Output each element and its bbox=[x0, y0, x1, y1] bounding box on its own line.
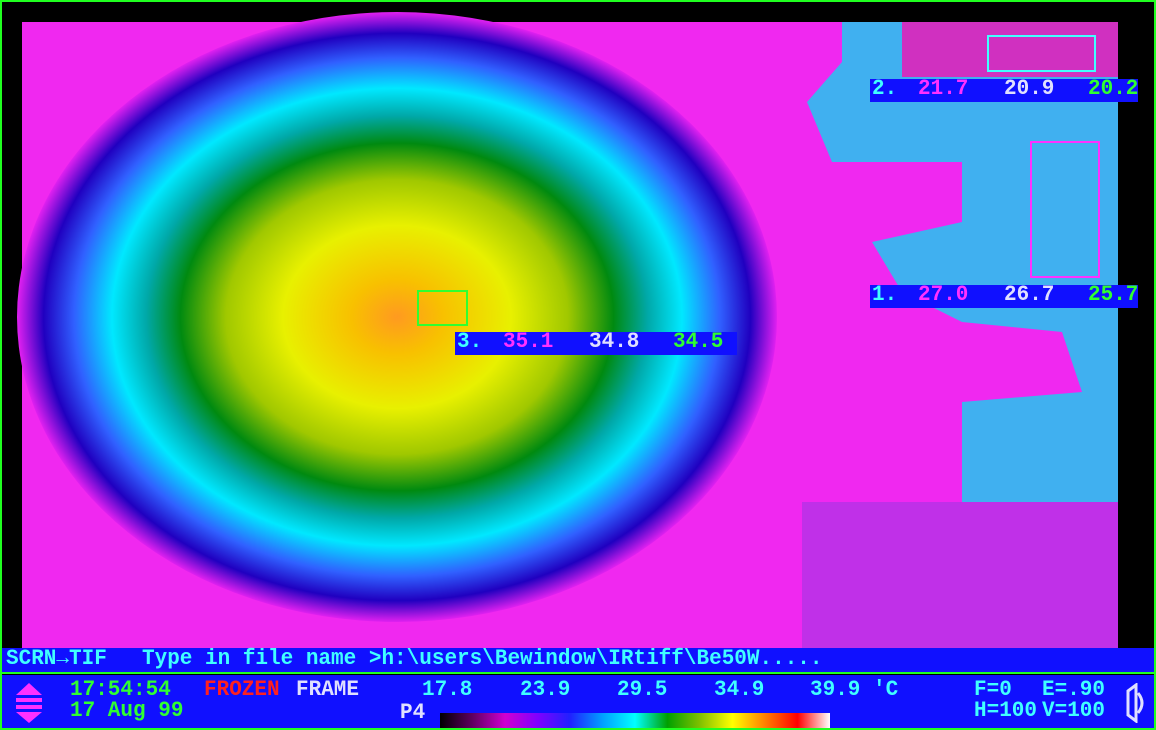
spot-label: 2. bbox=[872, 78, 897, 101]
spot-label: 1. bbox=[872, 284, 897, 307]
icon bbox=[1124, 683, 1148, 723]
status-bar: 17:54:54 17 Aug 99 FROZEN FRAME 17.8 23.… bbox=[2, 675, 1154, 728]
scale-label: 29.5 bbox=[617, 679, 667, 702]
spot-readout: 1. 27.0 26.7 25.7 bbox=[870, 285, 1138, 308]
spot-readout: 3. 35.1 34.8 34.5 bbox=[455, 332, 737, 355]
v-setting: V=100 bbox=[1042, 700, 1105, 723]
spot-label: 3. bbox=[457, 331, 482, 354]
spot-area bbox=[1030, 141, 1100, 278]
spot-value: 34.8 bbox=[589, 331, 639, 354]
palette: P4 bbox=[400, 702, 425, 725]
scale-label: 17.8 bbox=[422, 679, 472, 702]
spot-area bbox=[987, 35, 1096, 72]
color-scale bbox=[440, 713, 830, 728]
spot-value: 21.7 bbox=[918, 78, 968, 101]
date: 17 Aug 99 bbox=[70, 700, 183, 723]
prompt-bar: SCRN→TIF Type in file name >h:\users\Bew… bbox=[2, 648, 1154, 674]
h-setting: H=100 bbox=[974, 700, 1037, 723]
scale-label: 23.9 bbox=[520, 679, 570, 702]
spot-value: 26.7 bbox=[1004, 284, 1054, 307]
icon bbox=[14, 683, 44, 723]
spot-value: 35.1 bbox=[503, 331, 553, 354]
prompt-message[interactable]: Type in file name >h:\users\Bewindow\IRt… bbox=[142, 648, 823, 671]
spot-value: 27.0 bbox=[918, 284, 968, 307]
scale-label: 34.9 bbox=[714, 679, 764, 702]
spot-readout: 2. 21.7 20.9 20.2 bbox=[870, 79, 1138, 102]
spot-value: 20.2 bbox=[1088, 78, 1138, 101]
scale-label: 39.9 'C bbox=[810, 679, 898, 702]
spot-area bbox=[417, 290, 468, 326]
spot-value: 25.7 bbox=[1088, 284, 1138, 307]
spot-value: 20.9 bbox=[1004, 78, 1054, 101]
screen: 2. 21.7 20.9 20.2 1. 27.0 26.7 25.7 3. 3… bbox=[0, 0, 1156, 730]
mode: FRAME bbox=[296, 679, 359, 702]
spot-value: 34.5 bbox=[673, 331, 723, 354]
state: FROZEN bbox=[204, 679, 280, 702]
thermal-image bbox=[2, 2, 1154, 728]
command: SCRN→TIF bbox=[6, 648, 107, 671]
